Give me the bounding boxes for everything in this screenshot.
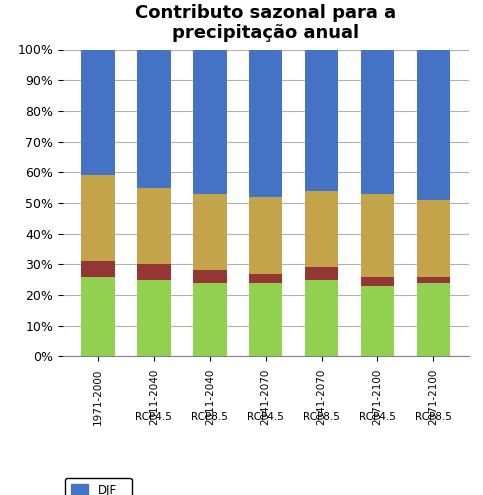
Bar bbox=[137, 188, 170, 264]
Bar bbox=[137, 280, 170, 356]
Bar bbox=[249, 197, 283, 274]
Bar bbox=[81, 175, 115, 261]
Legend: DJF, SON, JJA, MAM: DJF, SON, JJA, MAM bbox=[65, 478, 132, 495]
Bar bbox=[361, 277, 394, 286]
Text: RCP4.5: RCP4.5 bbox=[359, 412, 396, 422]
Bar bbox=[361, 194, 394, 277]
Bar bbox=[416, 283, 450, 356]
Bar bbox=[249, 283, 283, 356]
Text: 2011-2040: 2011-2040 bbox=[149, 369, 159, 425]
Bar bbox=[137, 50, 170, 188]
Bar bbox=[361, 286, 394, 356]
Text: 2071-2100: 2071-2100 bbox=[372, 369, 383, 425]
Bar bbox=[305, 267, 338, 280]
Text: RCP8.5: RCP8.5 bbox=[415, 412, 452, 422]
Title: Contributo sazonal para a
precipitação anual: Contributo sazonal para a precipitação a… bbox=[135, 3, 396, 43]
Bar bbox=[249, 274, 283, 283]
Bar bbox=[193, 194, 227, 270]
Bar bbox=[249, 50, 283, 197]
Bar bbox=[416, 50, 450, 200]
Bar bbox=[81, 261, 115, 277]
Bar bbox=[305, 50, 338, 191]
Text: RCP8.5: RCP8.5 bbox=[303, 412, 340, 422]
Text: 1971-2000: 1971-2000 bbox=[93, 369, 103, 425]
Text: 2041-2070: 2041-2070 bbox=[261, 369, 270, 425]
Bar bbox=[416, 277, 450, 283]
Text: 2071-2100: 2071-2100 bbox=[428, 369, 438, 425]
Text: RCP4.5: RCP4.5 bbox=[247, 412, 284, 422]
Bar bbox=[193, 270, 227, 283]
Text: RCP4.5: RCP4.5 bbox=[135, 412, 172, 422]
Bar bbox=[361, 50, 394, 194]
Text: RCP8.5: RCP8.5 bbox=[191, 412, 228, 422]
Bar bbox=[193, 50, 227, 194]
Bar bbox=[81, 50, 115, 175]
Bar bbox=[193, 283, 227, 356]
Bar bbox=[137, 264, 170, 280]
Text: 2041-2070: 2041-2070 bbox=[316, 369, 327, 425]
Bar bbox=[305, 280, 338, 356]
Bar bbox=[416, 200, 450, 277]
Text: 2011-2040: 2011-2040 bbox=[205, 369, 215, 425]
Bar bbox=[305, 191, 338, 267]
Bar bbox=[81, 277, 115, 356]
